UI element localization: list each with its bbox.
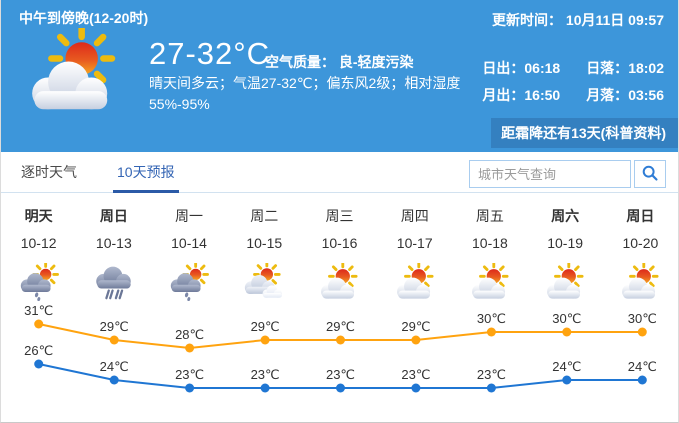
current-conditions-header: 中午到傍晚(12-20时) 27-32°C 空气质量： 良-轻度污染 晴天间多云… bbox=[1, 0, 678, 152]
forecast-day-column[interactable]: 周六 10-19 bbox=[528, 196, 603, 301]
sun-cloud-icon bbox=[302, 261, 377, 301]
search-icon bbox=[641, 164, 659, 185]
day-name: 周一 bbox=[175, 208, 204, 224]
day-date: 10-17 bbox=[396, 235, 433, 251]
day-date: 10-20 bbox=[622, 235, 659, 251]
day-date: 10-15 bbox=[246, 235, 283, 251]
day-date: 10-18 bbox=[472, 235, 508, 251]
day-date: 10-19 bbox=[547, 235, 584, 251]
update-time: 更新时间： 10月11日 09:57 bbox=[492, 10, 664, 30]
day-date: 10-16 bbox=[321, 235, 358, 251]
moon-times: 月出：16:50 月落：03:56 bbox=[482, 85, 664, 105]
svg-text:23℃: 23℃ bbox=[326, 367, 355, 382]
day-name: 周日 bbox=[626, 208, 655, 224]
air-quality: 空气质量： 良-轻度污染 bbox=[265, 52, 414, 72]
day-date: 10-12 bbox=[20, 235, 57, 251]
tab-ten-day-forecast[interactable]: 10天预报 bbox=[113, 152, 179, 193]
forecast-day-column[interactable]: 周四 10-17 bbox=[377, 196, 452, 301]
update-time-label: 更新时间： bbox=[492, 12, 563, 28]
temperature-range: 27-32°C bbox=[149, 36, 271, 71]
svg-text:31℃: 31℃ bbox=[24, 303, 53, 318]
sun-cloud-icon bbox=[452, 261, 527, 301]
svg-text:30℃: 30℃ bbox=[477, 311, 506, 326]
period-label: 中午到傍晚(12-20时) bbox=[19, 10, 149, 26]
sunrise-value: 06:18 bbox=[524, 60, 561, 76]
search-button[interactable] bbox=[634, 160, 666, 188]
moonset-value: 03:56 bbox=[628, 87, 664, 103]
svg-text:23℃: 23℃ bbox=[477, 367, 506, 382]
sun-clouds-icon bbox=[227, 260, 302, 301]
moonset-label: 月落： bbox=[586, 87, 629, 103]
day-name: 明天 bbox=[24, 208, 53, 224]
day-name: 周四 bbox=[400, 208, 429, 224]
moonrise-label: 月出： bbox=[482, 87, 525, 103]
day-name: 周二 bbox=[250, 208, 279, 224]
sun-cloud-icon bbox=[377, 261, 452, 301]
day-date: 10-13 bbox=[95, 235, 132, 251]
day-name: 周五 bbox=[475, 208, 504, 224]
sun-cloud-icon bbox=[528, 261, 603, 301]
search-input[interactable] bbox=[469, 160, 631, 188]
forecast-days-row: 明天 10-12 周日 10-13 周一 10-14 周二 10-15 周三 10-16 bbox=[1, 196, 678, 302]
svg-text:24℃: 24℃ bbox=[628, 359, 657, 374]
air-quality-label: 空气质量： bbox=[265, 54, 335, 70]
svg-text:23℃: 23℃ bbox=[251, 367, 280, 382]
sun-shower-icon bbox=[1, 261, 76, 302]
forecast-day-column[interactable]: 周一 10-14 bbox=[151, 196, 226, 302]
svg-text:29℃: 29℃ bbox=[401, 319, 430, 334]
moonset: 月落：03:56 bbox=[586, 85, 664, 105]
weather-summary: 晴天间多云；气温27-32℃；偏东风2级；相对湿度 bbox=[149, 75, 461, 91]
update-time-value: 10月11日 09:57 bbox=[565, 12, 664, 28]
day-name: 周六 bbox=[551, 208, 580, 224]
svg-text:23℃: 23℃ bbox=[401, 367, 430, 382]
sunset-value: 18:02 bbox=[628, 60, 664, 76]
svg-text:26℃: 26℃ bbox=[24, 343, 53, 358]
svg-text:30℃: 30℃ bbox=[628, 311, 657, 326]
rain-icon bbox=[76, 263, 151, 301]
humidity-range: 55%-95% bbox=[149, 96, 210, 112]
day-name: 周三 bbox=[325, 208, 354, 224]
svg-text:24℃: 24℃ bbox=[552, 359, 581, 374]
svg-text:29℃: 29℃ bbox=[100, 319, 129, 334]
svg-text:29℃: 29℃ bbox=[326, 319, 355, 334]
air-quality-value: 良-轻度污染 bbox=[338, 54, 414, 70]
temperature-chart: 31℃ 29℃ 28℃ 29℃ 29℃ 29℃ 30℃ 30℃ 30℃ 26℃ 24℃ 23℃ 23℃ 2… bbox=[24, 303, 657, 393]
city-search bbox=[469, 160, 666, 188]
current-weather-icon bbox=[21, 24, 125, 116]
sunset: 日落：18:02 bbox=[586, 58, 664, 78]
sunset-label: 日落： bbox=[586, 60, 629, 76]
forecast-day-column[interactable]: 周三 10-16 bbox=[302, 196, 377, 301]
sun-shower-icon bbox=[151, 261, 226, 302]
moonrise-value: 16:50 bbox=[524, 87, 561, 103]
forecast-day-column[interactable]: 周五 10-18 bbox=[452, 196, 527, 301]
forecast-day-column[interactable]: 周日 10-20 bbox=[603, 196, 678, 301]
forecast-day-column[interactable]: 周二 10-15 bbox=[227, 196, 302, 301]
sun-times: 日出：06:18 日落：18:02 bbox=[482, 58, 664, 78]
frost-countdown-note[interactable]: 距霜降还有13天(科普资料) bbox=[491, 118, 678, 148]
sunrise: 日出：06:18 bbox=[482, 58, 560, 78]
svg-text:28℃: 28℃ bbox=[175, 327, 204, 342]
svg-text:29℃: 29℃ bbox=[251, 319, 280, 334]
forecast-day-column[interactable]: 明天 10-12 bbox=[1, 196, 76, 302]
day-name: 周日 bbox=[99, 208, 128, 224]
sun-cloud-icon bbox=[603, 261, 678, 301]
tab-hourly-weather[interactable]: 逐时天气 bbox=[21, 164, 77, 180]
forecast-day-column[interactable]: 周日 10-13 bbox=[76, 196, 151, 301]
sunrise-label: 日出： bbox=[482, 60, 525, 76]
moonrise: 月出：16:50 bbox=[482, 85, 560, 105]
svg-text:24℃: 24℃ bbox=[100, 359, 129, 374]
svg-text:23℃: 23℃ bbox=[175, 367, 204, 382]
day-date: 10-14 bbox=[171, 235, 207, 251]
svg-text:30℃: 30℃ bbox=[552, 311, 581, 326]
